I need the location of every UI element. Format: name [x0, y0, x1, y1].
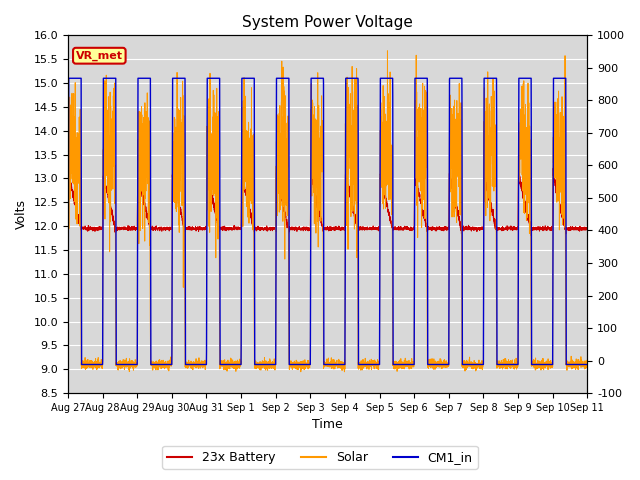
Legend: 23x Battery, Solar, CM1_in: 23x Battery, Solar, CM1_in — [163, 446, 477, 469]
Text: VR_met: VR_met — [76, 50, 123, 61]
Title: System Power Voltage: System Power Voltage — [242, 15, 413, 30]
Y-axis label: Volts: Volts — [15, 199, 28, 229]
X-axis label: Time: Time — [312, 419, 343, 432]
